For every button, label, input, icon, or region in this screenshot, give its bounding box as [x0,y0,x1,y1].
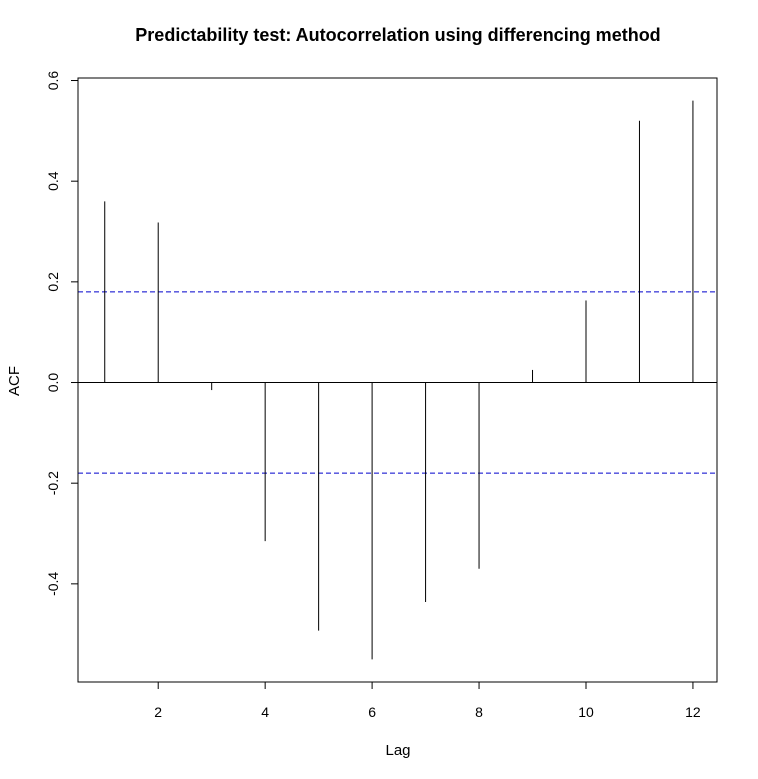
y-axis: -0.4 -0.2 0.0 0.2 0.4 0.6 [45,71,79,596]
x-tick-label: 2 [154,704,162,720]
x-axis: 2 4 6 8 10 12 [154,681,701,720]
y-tick-label: 0.6 [45,71,61,91]
y-tick-label: 0.0 [45,373,61,393]
plot-frame [77,77,718,683]
x-tick-label: 10 [578,704,594,720]
y-tick-label: 0.4 [45,171,61,191]
x-tick-label: 12 [685,704,701,720]
y-tick-label: -0.4 [45,572,61,596]
y-tick-label: 0.2 [45,272,61,292]
y-tick-label: -0.2 [45,471,61,495]
x-tick-label: 6 [368,704,376,720]
y-axis-label: ACF [6,366,23,396]
x-tick-label: 8 [475,704,483,720]
chart-title: Predictability test: Autocorrelation usi… [135,25,660,45]
plot-area [77,77,718,683]
x-axis-label: Lag [385,742,410,759]
x-tick-label: 4 [261,704,269,720]
